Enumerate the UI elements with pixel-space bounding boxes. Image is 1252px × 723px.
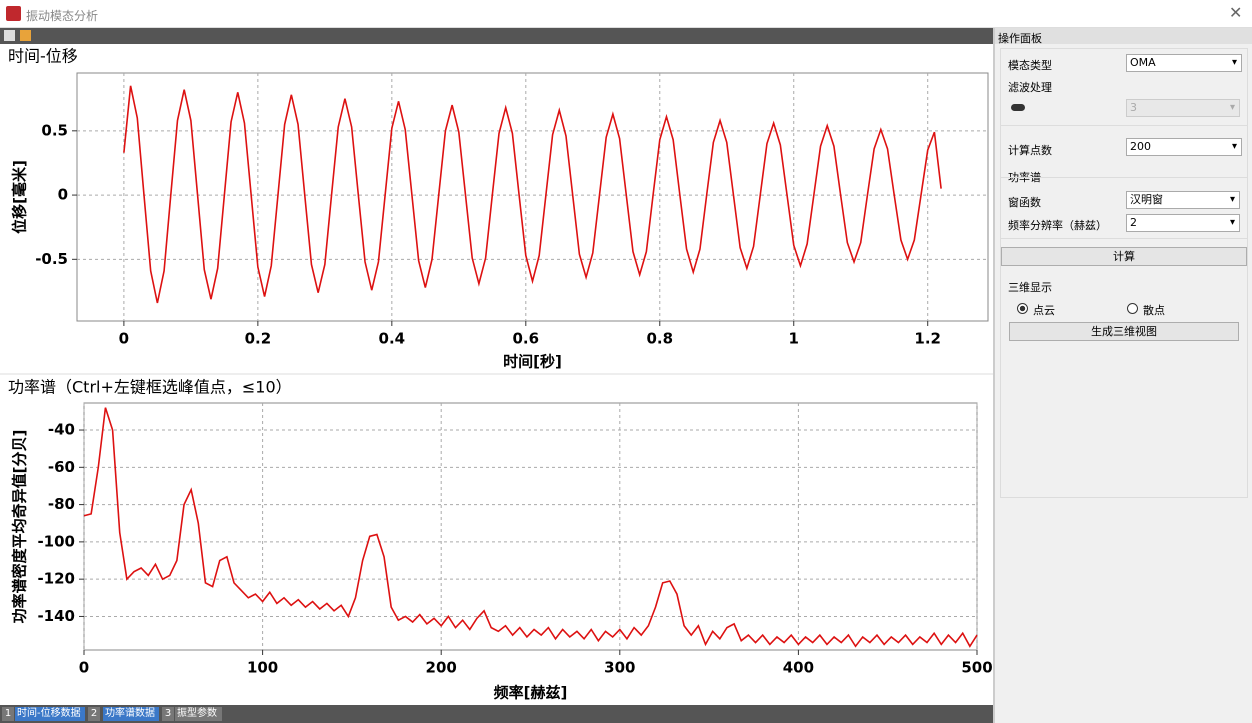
chart-title: 时间-位移 [8, 47, 78, 66]
y-axis-label: 功率谱密度平均奇异值[分贝] [11, 430, 29, 624]
charts: 时间-位移 0 0.2 0.4 0.6 0.8 1 1.2 -0.5 0 0.5 时间[秒] 位移[毫米… [0, 47, 993, 702]
x-tick-label: 300 [604, 659, 635, 677]
label: 频率分辨率（赫兹） [1008, 219, 1107, 232]
x-tick-label: 0.8 [646, 330, 673, 348]
data-line [83, 407, 978, 648]
select[interactable]: OMA [1126, 54, 1242, 72]
tab[interactable]: 时间-位移数据 [15, 707, 85, 721]
x-tick-label: 0 [119, 330, 129, 348]
x-tick-label: 1.2 [914, 330, 941, 348]
select[interactable]: 2 [1126, 214, 1240, 232]
tool-icon[interactable] [4, 30, 15, 41]
data-line [123, 85, 942, 304]
y-axis-label: 位移[毫米] [11, 160, 29, 234]
y-tick-label: 0.5 [41, 121, 68, 139]
x-tick-label: 500 [961, 659, 992, 677]
label: 模态类型 [1008, 59, 1052, 72]
y-tick-label: -80 [48, 495, 75, 513]
select[interactable]: 汉明窗 [1126, 191, 1240, 209]
x-tick-label: 0.6 [513, 330, 540, 348]
radio[interactable] [1127, 303, 1138, 314]
x-tick-label: 0.4 [379, 330, 406, 348]
x-axis-label: 频率[赫兹] [494, 684, 568, 702]
y-tick-label: -60 [48, 458, 75, 476]
x-tick-label: 400 [783, 659, 814, 677]
tab[interactable]: 功率谱数据 [103, 707, 159, 721]
tool-icon[interactable] [20, 30, 31, 41]
chart-title: 功率谱（Ctrl+左键框选峰值点，≤10） [8, 378, 292, 397]
x-tick-label: 100 [247, 659, 278, 677]
generate-button[interactable]: 生成三维视图 [1009, 322, 1239, 341]
plot-area [76, 72, 989, 322]
close-button[interactable]: ✕ [1229, 3, 1243, 22]
y-tick-label: -40 [48, 421, 75, 439]
toolbar [0, 28, 993, 44]
y-tick-label: 0 [58, 186, 68, 204]
compute-button[interactable]: 计算 [1001, 247, 1247, 266]
panel-title: 操作面板 [998, 32, 1042, 45]
tab-number[interactable]: 3 [162, 707, 174, 721]
tab[interactable]: 振型参数 [175, 707, 222, 721]
label: 计算点数 [1008, 144, 1052, 157]
x-axis-label: 时间[秒] [503, 353, 562, 371]
x-tick-label: 0 [79, 659, 89, 677]
select-disabled: 3 [1126, 99, 1240, 117]
radio-label[interactable]: 散点 [1143, 304, 1165, 317]
tab-number[interactable]: 2 [88, 707, 100, 721]
title-bar: 振动模态分析 ✕ [0, 0, 1252, 28]
tab-number[interactable]: 1 [2, 707, 14, 721]
label: 滤波处理 [1008, 81, 1052, 94]
label: 窗函数 [1008, 196, 1041, 209]
x-tick-label: 1 [789, 330, 799, 348]
x-tick-label: 0.2 [245, 330, 272, 348]
toggle[interactable] [1011, 104, 1025, 111]
app-icon [6, 6, 21, 21]
tab-bar [0, 705, 993, 723]
panel: 操作面板 模态类型 OMA 滤波处理 3 计算点数 200 功率谱 窗函数 汉明… [993, 28, 1252, 723]
plot-area [83, 402, 978, 651]
y-tick-label: -140 [37, 607, 75, 625]
spinbox[interactable]: 200 [1126, 138, 1242, 156]
window-title: 振动模态分析 [26, 9, 99, 23]
radio-label[interactable]: 点云 [1033, 304, 1055, 317]
x-tick-label: 200 [426, 659, 457, 677]
radio-checked[interactable] [1017, 303, 1028, 314]
group-box [1000, 48, 1248, 498]
group-title: 三维显示 [1008, 281, 1052, 294]
y-tick-label: -0.5 [35, 250, 68, 268]
y-tick-label: -120 [37, 570, 75, 588]
y-tick-label: -100 [37, 532, 75, 550]
